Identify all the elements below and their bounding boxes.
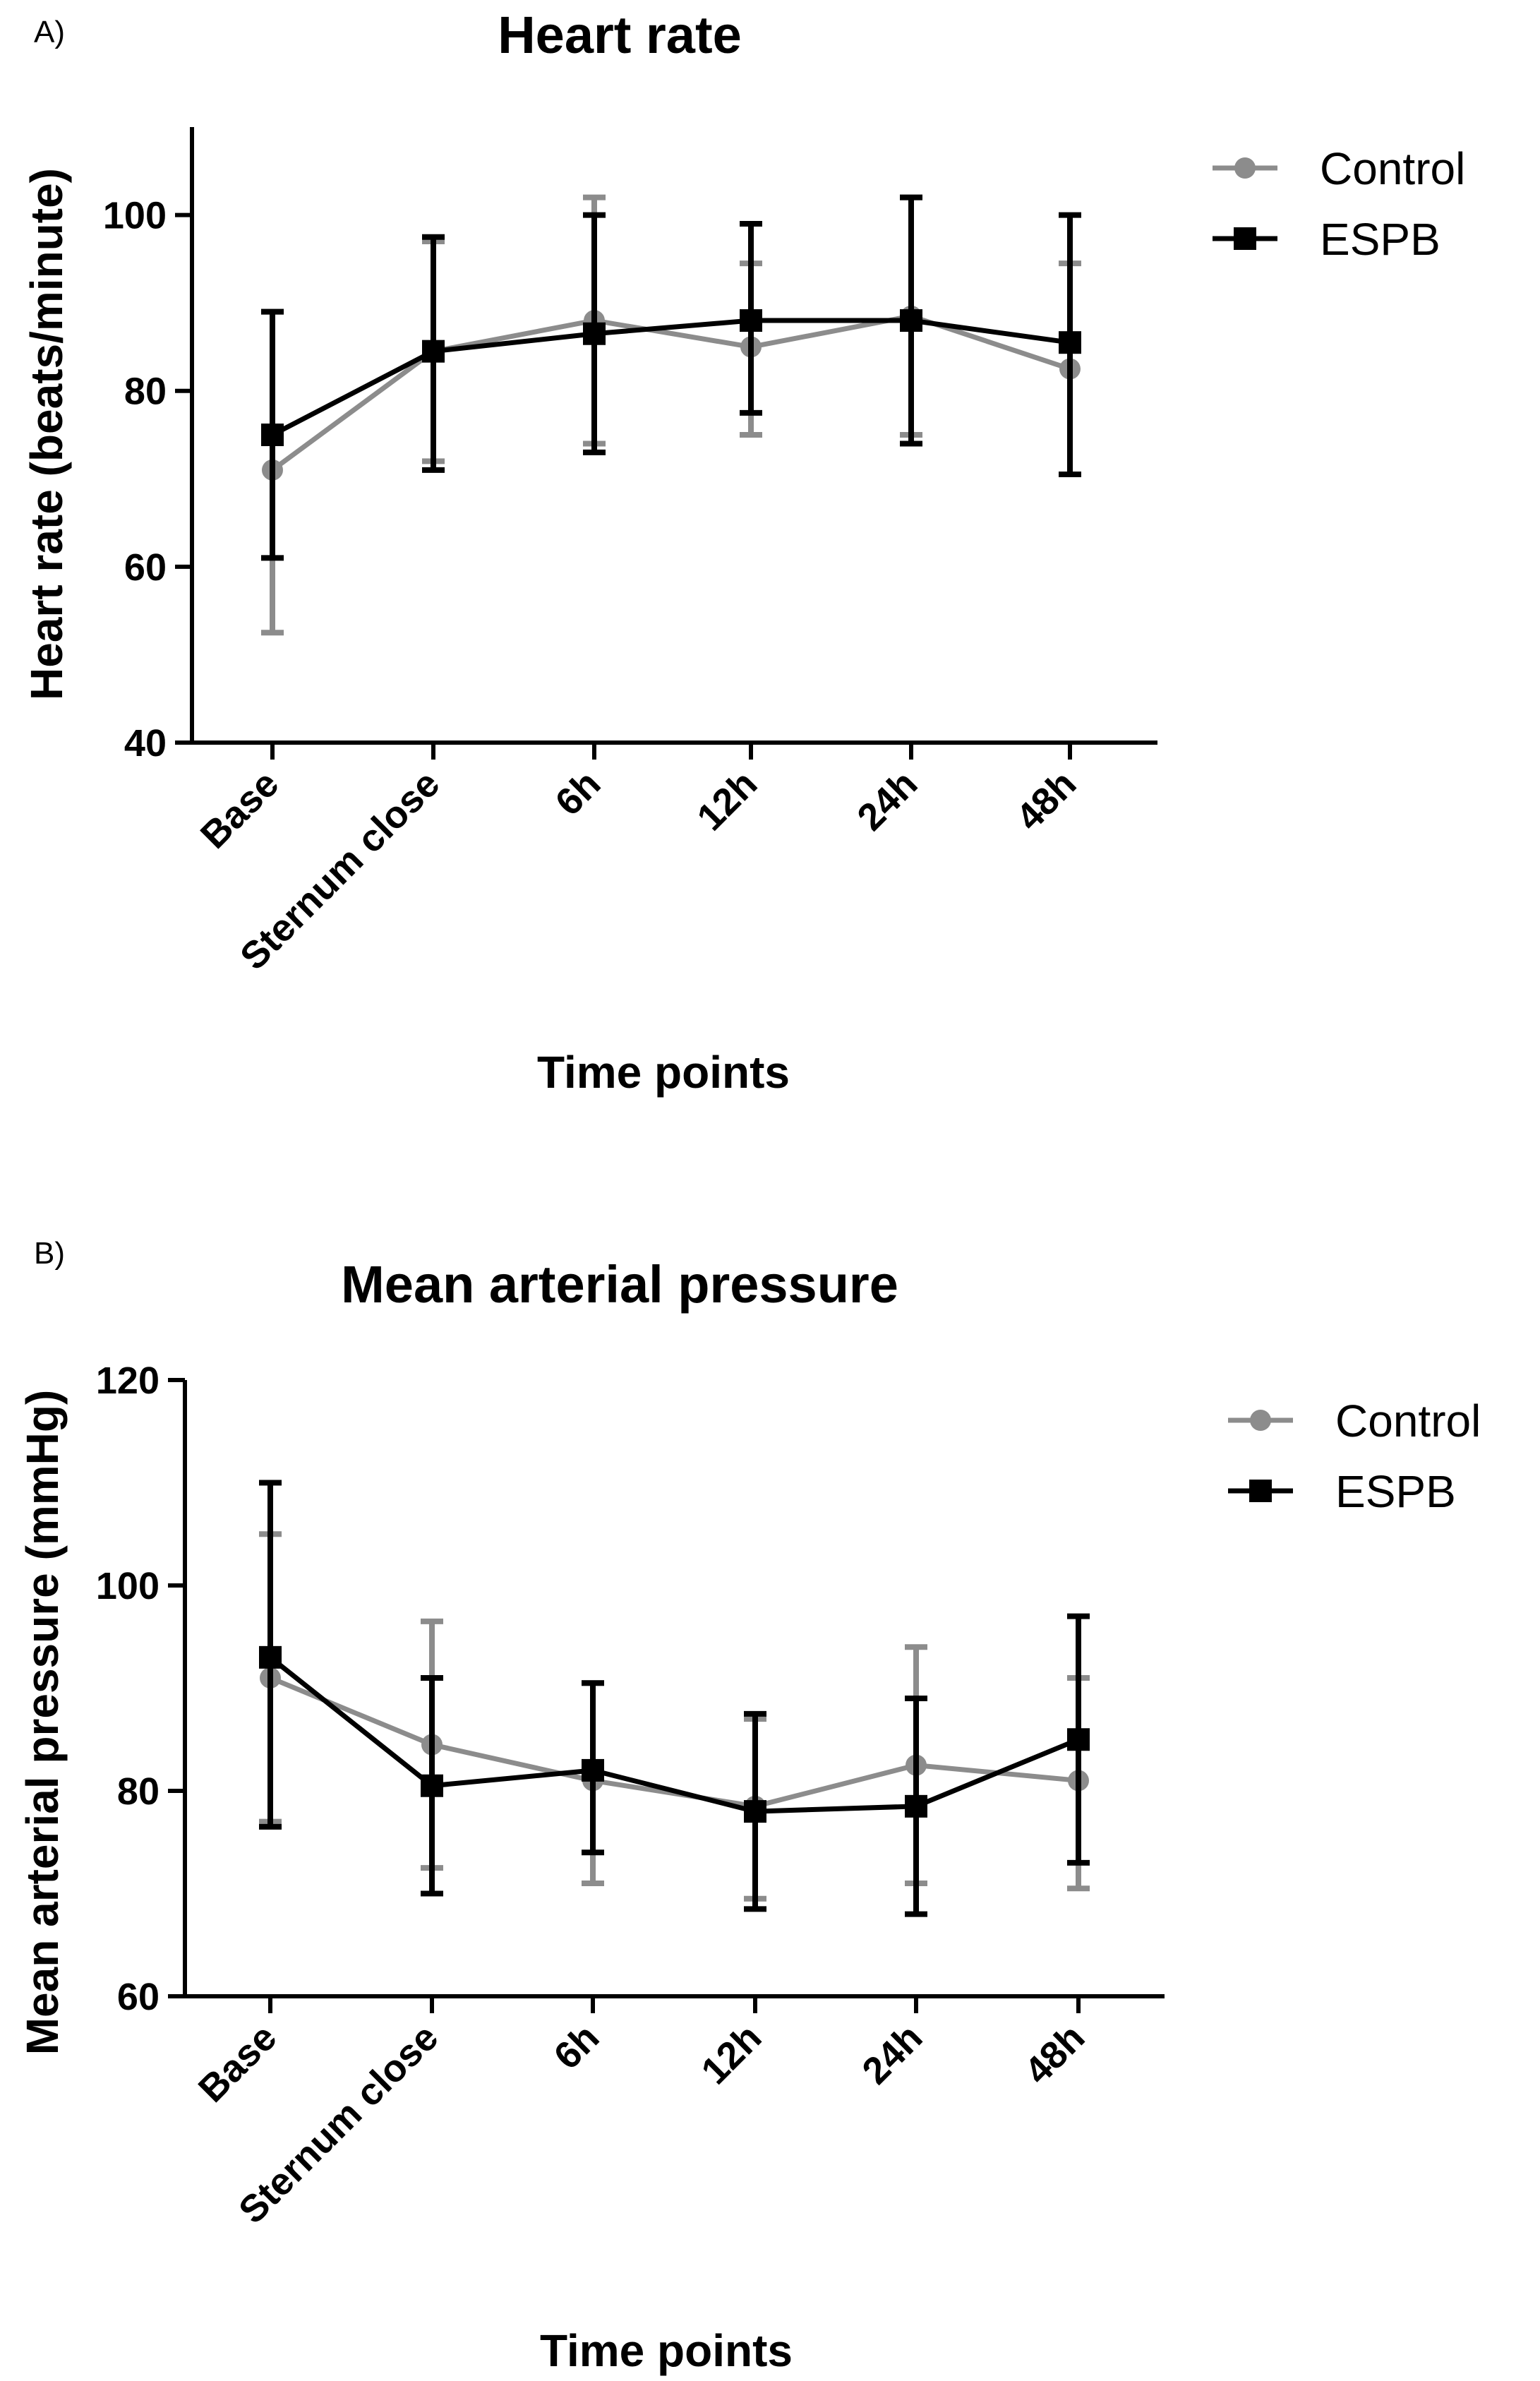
y-tick-label: 80 (117, 1770, 160, 1813)
chart-panel-a: A) Heart rate Time points Heart rate (be… (21, 6, 1465, 1098)
data-point (261, 424, 284, 446)
data-point (421, 1774, 443, 1797)
x-axis-title-b: Time points (540, 2325, 793, 2376)
legend-marker (1249, 1480, 1272, 1502)
y-tick-label: 60 (124, 546, 167, 589)
data-point (422, 340, 445, 363)
x-tick-label: 6h (547, 762, 608, 824)
data-point (900, 309, 922, 332)
series-espb (261, 194, 1081, 561)
chart-title-a: Heart rate (498, 6, 742, 64)
legend-label: Control (1320, 143, 1465, 194)
y-tick-label: 100 (96, 1565, 160, 1607)
y-axis-title-a: Heart rate (beats/minute) (21, 168, 72, 700)
legend-item-control: Control (1213, 143, 1465, 194)
panel-label-a: A) (34, 15, 65, 49)
legend-item-espb: ESPB (1228, 1466, 1456, 1517)
data-point (744, 1800, 766, 1823)
data-point (740, 309, 762, 332)
x-tick-label: 12h (693, 2016, 769, 2092)
series-line (271, 318, 1071, 438)
data-point (1067, 1728, 1090, 1751)
series-control (259, 1531, 1090, 1902)
x-tick-label: 48h (1008, 762, 1084, 839)
data-point (1059, 331, 1081, 354)
y-tick-label: 40 (124, 722, 167, 764)
legend-item-espb: ESPB (1213, 214, 1440, 265)
y-tick-label: 80 (124, 371, 167, 413)
y-tick-label: 60 (117, 1976, 160, 2018)
legend-label: ESPB (1320, 214, 1440, 265)
x-tick-label: Base (193, 762, 287, 857)
data-point (583, 322, 606, 345)
x-tick-label: Base (191, 2016, 285, 2111)
chart-panel-b: B) Mean arterial pressure Time points Me… (17, 1236, 1481, 2376)
legend-marker (1234, 157, 1256, 179)
chart-title-b: Mean arterial pressure (341, 1255, 898, 1314)
series-espb (259, 1480, 1090, 1917)
legend-item-control: Control (1228, 1396, 1481, 1446)
series-line (270, 313, 1071, 472)
legend-label: ESPB (1335, 1466, 1456, 1517)
x-tick-label: 48h (1016, 2016, 1093, 2092)
y-tick-label: 100 (103, 195, 167, 237)
data-point (259, 1645, 282, 1669)
panel-label-b: B) (34, 1236, 65, 1271)
x-tick-label: 24h (849, 762, 925, 839)
y-axis-title-b: Mean arterial pressure (mmHg) (17, 1390, 68, 2056)
legend-marker (1250, 1410, 1271, 1431)
y-tick-label: 120 (96, 1360, 160, 1402)
data-point (905, 1794, 927, 1818)
legend-marker (1234, 227, 1256, 250)
data-point (582, 1758, 604, 1782)
series-line (268, 1655, 1080, 1814)
x-axis-title-a: Time points (537, 1047, 790, 1098)
series-line (269, 1675, 1079, 1809)
x-tick-label: 24h (854, 2016, 930, 2092)
legend-label: Control (1335, 1396, 1481, 1446)
x-tick-label: 12h (689, 762, 765, 839)
series-control (261, 194, 1081, 636)
x-tick-label: 6h (546, 2016, 607, 2077)
